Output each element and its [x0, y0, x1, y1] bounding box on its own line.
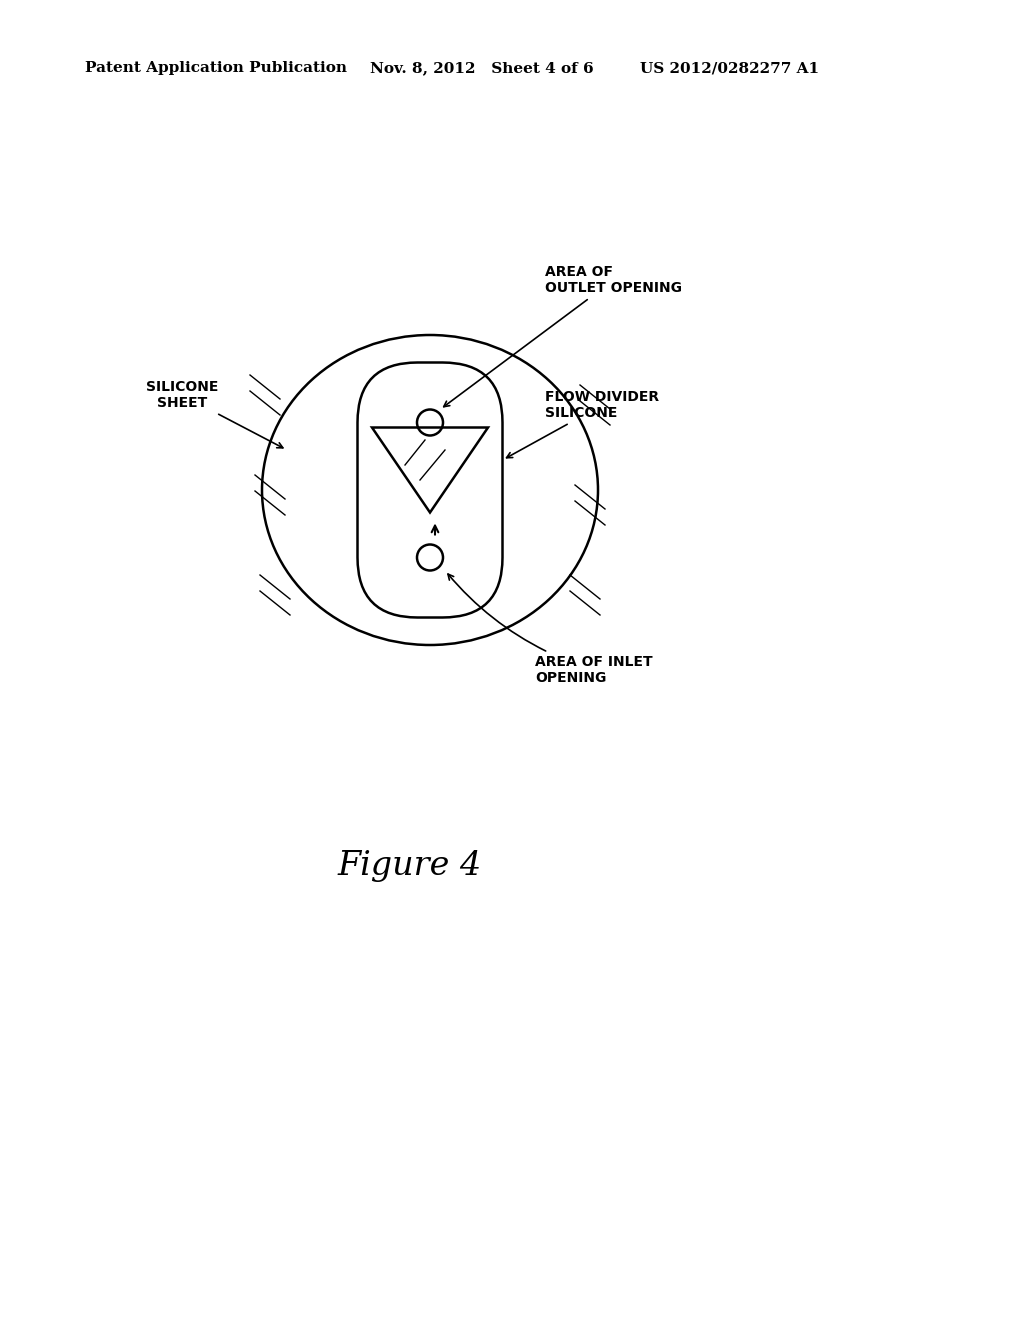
- Text: Patent Application Publication: Patent Application Publication: [85, 61, 347, 75]
- Text: SILICONE
SHEET: SILICONE SHEET: [145, 380, 283, 447]
- Text: AREA OF INLET
OPENING: AREA OF INLET OPENING: [447, 574, 652, 685]
- Text: US 2012/0282277 A1: US 2012/0282277 A1: [640, 61, 819, 75]
- Text: Figure 4: Figure 4: [338, 850, 482, 882]
- Text: Nov. 8, 2012   Sheet 4 of 6: Nov. 8, 2012 Sheet 4 of 6: [370, 61, 594, 75]
- Text: AREA OF
OUTLET OPENING: AREA OF OUTLET OPENING: [443, 265, 682, 407]
- Text: FLOW DIVIDER
SILICONE: FLOW DIVIDER SILICONE: [507, 389, 659, 458]
